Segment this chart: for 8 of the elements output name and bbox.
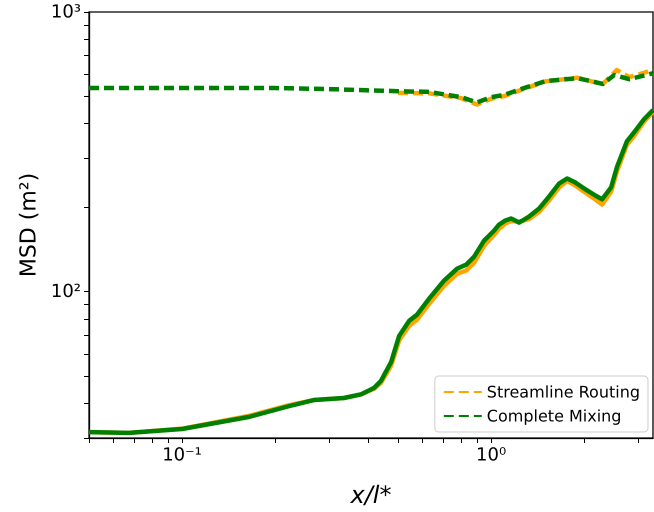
x-tick-label: 10⁰ <box>476 444 506 466</box>
y-tick-label: 10³ <box>50 2 81 22</box>
y-tick-label: 10² <box>50 281 81 302</box>
y-axis-title: MSD (m²) <box>16 172 42 278</box>
legend-label: Streamline Routing <box>486 382 640 402</box>
x-tick-label: 10⁻¹ <box>162 444 202 466</box>
x-axis-title: x/l* <box>350 481 392 509</box>
legend-label: Complete Mixing <box>486 406 622 426</box>
